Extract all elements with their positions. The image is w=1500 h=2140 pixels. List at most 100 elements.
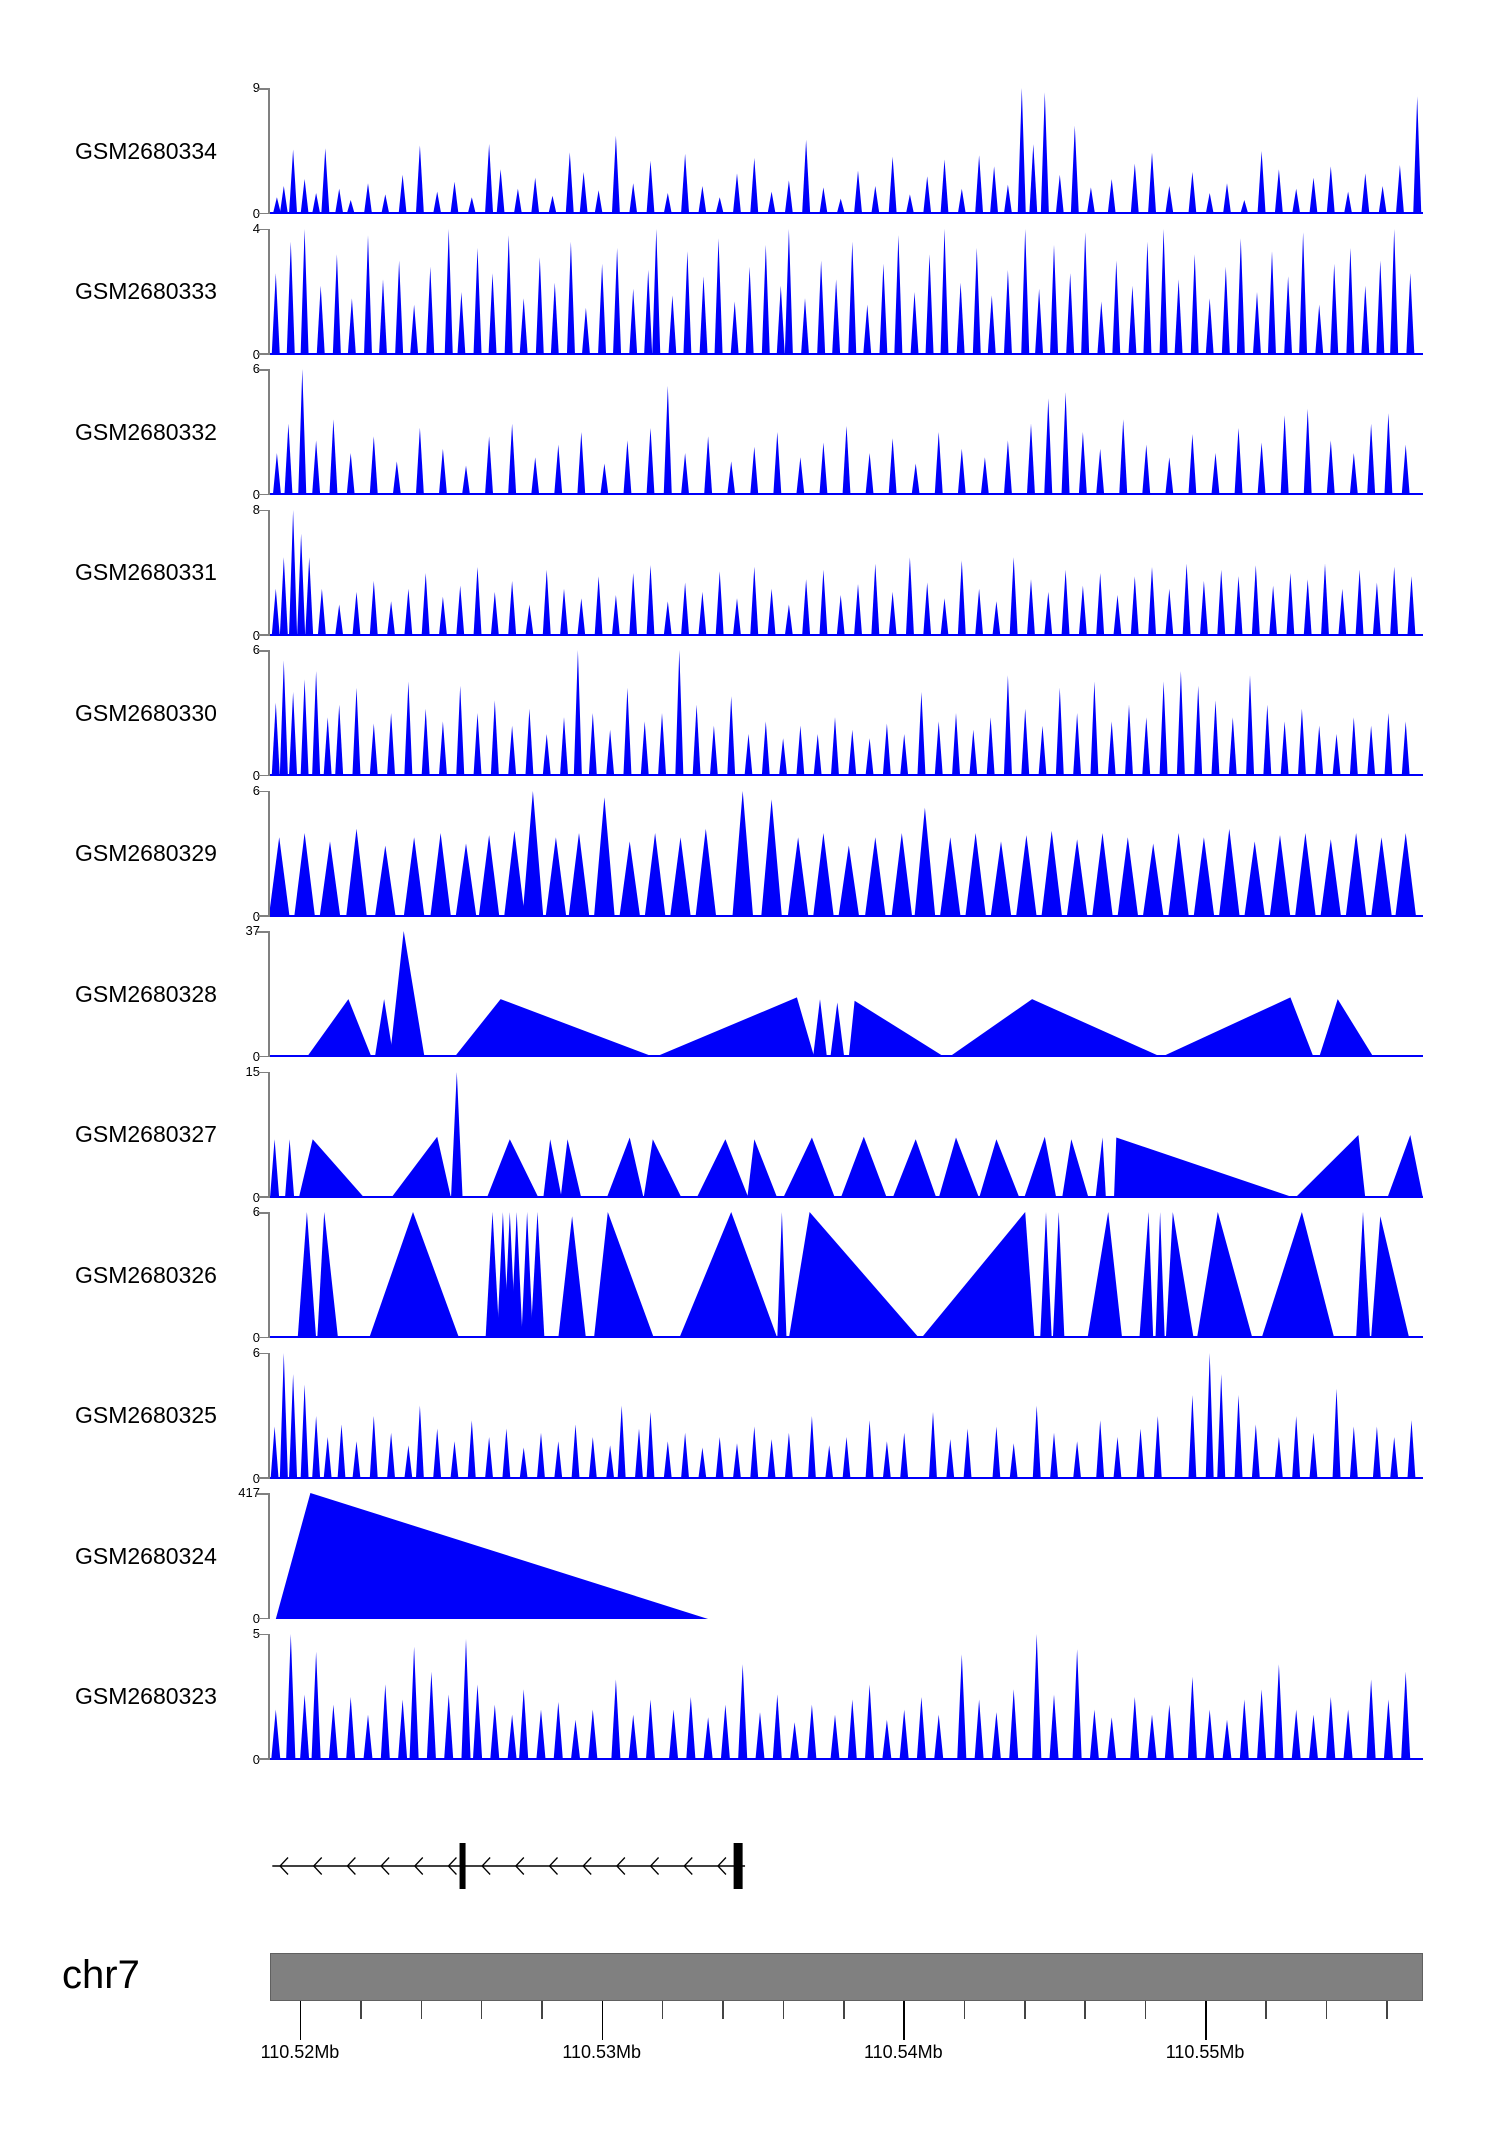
track-row: GSM2680331 8 0 (0, 502, 1500, 643)
exon-block (459, 1843, 466, 1889)
track-row: GSM2680332 6 0 (0, 361, 1500, 502)
track-signal-plot (270, 931, 1423, 1057)
axis-minor-tick (722, 2001, 724, 2019)
chromosome-bar (270, 1953, 1423, 2001)
track-ymax-label: 6 (180, 1345, 260, 1361)
track-axis-line (268, 88, 270, 214)
gene-model (272, 1843, 746, 1889)
track-ymin-label: 0 (180, 206, 260, 222)
track-label: GSM2680333 (75, 278, 217, 304)
axis-tick-label: 110.55Mb (1165, 2042, 1245, 2062)
axis-minor-tick (360, 2001, 362, 2019)
track-ymin-label: 0 (180, 1471, 260, 1487)
track-ymax-label: 15 (245, 1063, 260, 1079)
track-axis-line (268, 1633, 270, 1760)
track-ymax-label: 8 (180, 502, 260, 518)
track-signal-plot (270, 509, 1423, 636)
track-axis-tick-bottom (257, 915, 268, 917)
axis-minor-tick (1084, 2001, 1086, 2019)
track-axis-line (268, 1352, 270, 1479)
strand-arrow-left-icon (413, 1857, 424, 1875)
track-signal-plot (270, 1352, 1423, 1479)
track-axis-tick-bottom (257, 353, 268, 355)
track-ymax-label: 6 (180, 642, 260, 658)
track-label: GSM2680325 (75, 1402, 217, 1428)
track-axis-tick-bottom (257, 212, 268, 214)
axis-major-tick (1205, 2001, 1207, 2040)
track-axis-tick-top (257, 790, 268, 792)
track-axis-tick-bottom (257, 1477, 268, 1479)
track-ymin-label: 0 (180, 909, 260, 925)
track-row: GSM2680326 6 0 (0, 1204, 1500, 1345)
track-row: GSM2680333 4 0 (0, 221, 1500, 362)
strand-arrow-left-icon (346, 1857, 356, 1875)
track-row: GSM2680325 6 0 (0, 1345, 1500, 1486)
track-axis-line (268, 790, 270, 917)
track-label: GSM2680334 (75, 137, 217, 164)
strand-arrow-left-icon (481, 1857, 491, 1875)
track-ymin-label: 0 (180, 768, 260, 784)
strand-arrow-left-icon (615, 1857, 626, 1875)
track-axis-tick-bottom (257, 634, 268, 636)
track-axis-tick-bottom (257, 774, 268, 776)
strand-arrow-left-icon (380, 1857, 390, 1875)
track-ymin-label: 0 (180, 1611, 260, 1627)
track-signal-plot (275, 1493, 709, 1619)
track-label: GSM2680330 (75, 699, 217, 726)
axis-tick-label: 110.52Mb (260, 2042, 340, 2062)
axis-minor-tick (420, 2001, 423, 2019)
track-label: GSM2680324 (75, 1542, 217, 1569)
axis-minor-tick (661, 2001, 664, 2019)
axis-major-tick (299, 2001, 302, 2040)
track-axis-line (268, 1071, 270, 1198)
track-signal-plot (270, 228, 1423, 355)
track-row: GSM2680327 15 0 (0, 1064, 1500, 1205)
track-row: GSM2680328 37 0 (0, 923, 1500, 1064)
track-axis-tick-bottom (257, 1336, 268, 1338)
track-ymin-label: 0 (180, 1330, 260, 1346)
axis-minor-tick (782, 2001, 785, 2019)
strand-arrow-left-icon (447, 1857, 457, 1875)
track-axis-line (268, 228, 270, 355)
axis-minor-tick (1024, 2001, 1026, 2019)
strand-arrow-left-icon (514, 1857, 525, 1875)
track-ymax-label: 5 (180, 1626, 260, 1642)
track-axis-tick-bottom (257, 1617, 268, 1619)
axis-tick-label: 110.53Mb (562, 2042, 642, 2062)
axis-minor-tick (480, 2001, 483, 2019)
track-ymax-label: 6 (180, 783, 260, 799)
track-label: GSM2680331 (75, 559, 217, 585)
axis-tick-label: 110.54Mb (863, 2042, 943, 2062)
track-label: GSM2680327 (75, 1121, 217, 1147)
track-ymax-label: 6 (180, 1204, 260, 1220)
axis-minor-tick (843, 2001, 845, 2019)
track-axis-tick-top (257, 228, 268, 230)
track-axis-tick-top (257, 88, 268, 90)
strand-arrow-left-icon (279, 1857, 289, 1875)
track-ymin-label: 0 (180, 1752, 260, 1768)
track-axis-tick-bottom (257, 493, 268, 495)
strand-arrow-left-icon (548, 1857, 558, 1875)
track-label: GSM2680323 (75, 1683, 217, 1709)
track-label: GSM2680328 (75, 980, 217, 1007)
axis-minor-tick (541, 2001, 543, 2019)
axis-major-tick (601, 2001, 604, 2040)
strand-arrow-left-icon (582, 1857, 592, 1875)
track-row: GSM2680323 5 0 (0, 1626, 1500, 1767)
track-axis-tick-top (257, 931, 268, 933)
track-row: GSM2680324 417 0 (0, 1485, 1500, 1626)
track-axis-tick-bottom (257, 1196, 268, 1198)
track-ymin-label: 0 (180, 1190, 260, 1206)
track-axis-line (268, 509, 270, 636)
track-row: GSM2680334 9 0 (0, 80, 1500, 221)
track-axis-tick-top (257, 369, 268, 371)
track-axis-line (268, 931, 270, 1057)
track-row: GSM2680329 6 0 (0, 783, 1500, 924)
track-ymax-label: 417 (238, 1485, 260, 1500)
track-ymin-label: 0 (180, 1049, 260, 1065)
axis-major-tick (903, 2001, 905, 2040)
strand-arrow-left-icon (683, 1857, 693, 1875)
axis-minor-tick (1265, 2001, 1267, 2019)
axis-minor-tick (1144, 2001, 1147, 2019)
